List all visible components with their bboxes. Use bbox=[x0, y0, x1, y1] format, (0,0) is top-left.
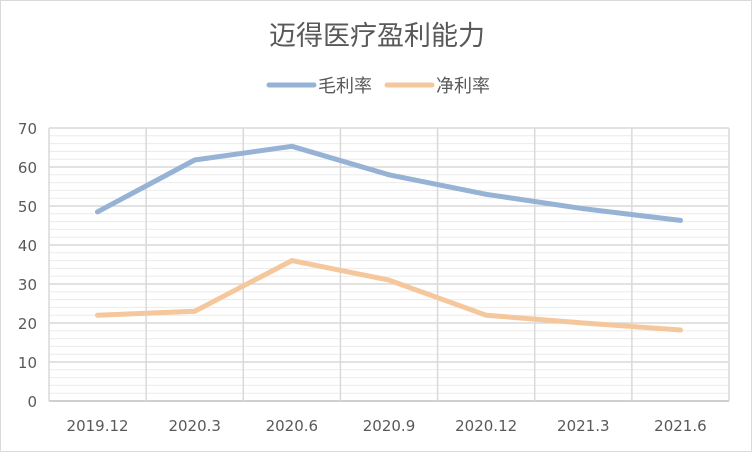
data-point bbox=[580, 320, 586, 326]
y-tick-label: 30 bbox=[18, 276, 37, 294]
y-tick-label: 10 bbox=[18, 354, 37, 372]
legend-label: 毛利率 bbox=[318, 76, 372, 97]
data-point bbox=[483, 191, 489, 197]
x-tick-label: 2019.12 bbox=[67, 417, 129, 435]
y-tick-label: 50 bbox=[18, 198, 37, 216]
data-point bbox=[677, 217, 683, 223]
data-point bbox=[192, 308, 198, 314]
x-tick-label: 2021.3 bbox=[557, 417, 610, 435]
data-point bbox=[386, 277, 392, 283]
data-point bbox=[192, 157, 198, 163]
x-tick-label: 2020.3 bbox=[168, 417, 221, 435]
x-tick-label: 2021.6 bbox=[654, 417, 707, 435]
data-point bbox=[289, 258, 295, 264]
x-tick-label: 2020.9 bbox=[363, 417, 416, 435]
series-line bbox=[95, 258, 683, 333]
legend-label: 净利率 bbox=[436, 76, 490, 97]
data-point bbox=[95, 209, 101, 215]
y-tick-label: 70 bbox=[18, 120, 37, 138]
data-point bbox=[580, 206, 586, 212]
x-tick-label: 2020.12 bbox=[455, 417, 517, 435]
y-tick-label: 40 bbox=[18, 237, 37, 255]
x-tick-label: 2020.6 bbox=[266, 417, 319, 435]
series-line bbox=[95, 143, 683, 223]
data-point bbox=[386, 172, 392, 178]
y-tick-label: 20 bbox=[18, 315, 37, 333]
y-tick-label: 0 bbox=[27, 393, 37, 411]
data-point bbox=[289, 143, 295, 149]
data-point bbox=[483, 312, 489, 318]
y-tick-label: 60 bbox=[18, 159, 37, 177]
data-point bbox=[95, 312, 101, 318]
chart-title: 迈得医疗盈利能力 bbox=[269, 21, 485, 52]
data-point bbox=[677, 327, 683, 333]
